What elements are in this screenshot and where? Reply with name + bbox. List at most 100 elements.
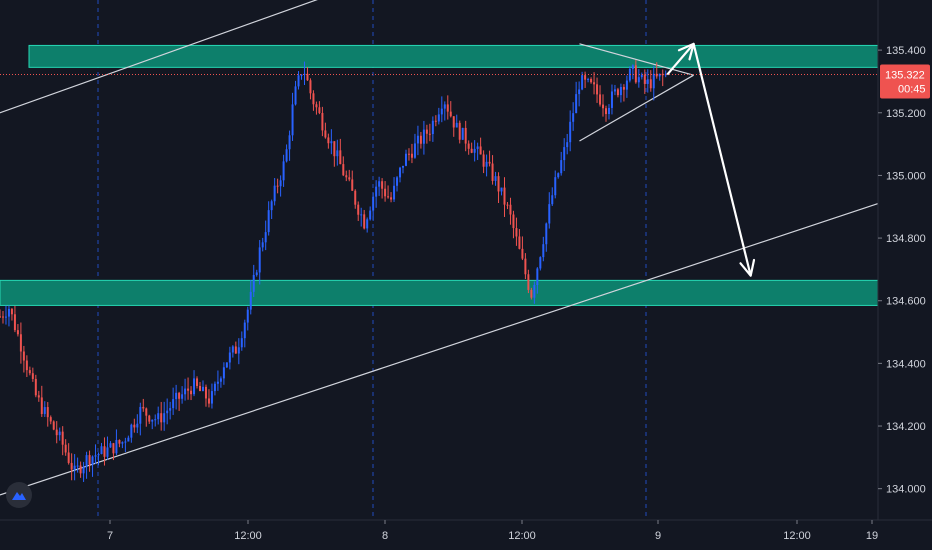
price-axis[interactable]: 135.400 135.200 135.000 134.800 134.600 134.4… [877, 0, 932, 550]
candle-body [578, 89, 581, 95]
candle-body [425, 129, 428, 134]
candle-body [67, 452, 70, 463]
candle-body [55, 429, 58, 436]
candle-body [103, 446, 106, 457]
candle-body [649, 79, 652, 89]
candle-body [157, 413, 160, 420]
candle-body [494, 176, 497, 181]
candle-body [369, 210, 372, 220]
current-price-badge [880, 64, 930, 99]
projection-arrowhead-down [739, 258, 756, 277]
trend-lines [0, 0, 879, 496]
candle-body [16, 330, 19, 335]
candle-body [622, 87, 625, 90]
candle-body [109, 443, 112, 448]
candle-body [315, 104, 318, 108]
candle-body [390, 197, 393, 200]
candle-body [563, 147, 566, 161]
candle-body [646, 79, 649, 84]
candle-body [49, 417, 52, 422]
candle-body [1, 316, 4, 318]
candle-body [184, 388, 187, 395]
time-tick-label: 9 [655, 530, 661, 542]
candle-body [581, 75, 584, 90]
candle-body [664, 74, 667, 76]
candle-body [476, 146, 479, 149]
candle-body [402, 165, 405, 168]
time-axis-background [0, 520, 932, 550]
candle-body [643, 74, 646, 84]
candle-body [542, 244, 545, 258]
candle-body [22, 351, 25, 361]
candle-body [536, 268, 539, 286]
candle-body [0, 316, 1, 318]
candle-body [631, 65, 634, 69]
candle-body [249, 291, 252, 310]
candle-body [7, 308, 10, 317]
candle-body [566, 142, 569, 148]
tradingview-logo-icon[interactable] [6, 482, 32, 508]
candle-body [228, 352, 231, 363]
candle-body [551, 195, 554, 205]
logo-shape [12, 492, 26, 500]
candle-body [590, 78, 593, 83]
candle-body [82, 466, 85, 474]
candle-body [628, 68, 631, 81]
candle-body [410, 153, 413, 158]
candle-body [10, 308, 13, 315]
candle-body [91, 456, 94, 465]
candle-body [252, 274, 255, 292]
candle-body [73, 465, 76, 470]
candle-body [219, 378, 222, 382]
candle-body [142, 406, 145, 409]
candle-body [464, 127, 467, 144]
candle-body [324, 130, 327, 138]
candle-body [258, 247, 261, 273]
candle-body [148, 415, 151, 422]
candle-body [545, 223, 548, 245]
candle-body [479, 146, 482, 155]
candle-body [399, 167, 402, 178]
candle-body [118, 439, 121, 444]
candle-body [139, 406, 142, 424]
candle-body [234, 346, 237, 354]
candle-body [596, 84, 599, 95]
price-tick-label: 135.400 [886, 45, 926, 57]
candle-body [434, 120, 437, 122]
candle-body [213, 383, 216, 392]
candle-body [661, 73, 664, 76]
candle-body [79, 465, 82, 474]
candle-body [557, 173, 560, 178]
candle-body [634, 65, 637, 83]
candle-body [58, 431, 61, 436]
candle-body [607, 107, 610, 115]
candle-body [593, 82, 596, 85]
time-tick-label: 12:00 [783, 530, 811, 542]
candle-body [163, 413, 166, 423]
candle-body [31, 373, 34, 379]
candle-body [291, 104, 294, 136]
candle-body [530, 289, 533, 298]
time-axis[interactable]: 7 12:00 8 12:00 9 12:00 19 [0, 519, 932, 550]
candle-body [449, 111, 452, 117]
candle-body [261, 242, 264, 248]
candle-body [187, 388, 190, 391]
candle-body [300, 74, 303, 76]
candle-body [210, 391, 213, 404]
time-tick-label: 7 [107, 530, 113, 542]
candle-body [491, 163, 494, 181]
candle-body [640, 74, 643, 78]
candle-body [222, 367, 225, 379]
candle-body [285, 149, 288, 162]
candle-body [181, 394, 184, 399]
candle-body [240, 338, 243, 348]
candle-body [482, 154, 485, 167]
candle-body [279, 180, 282, 187]
candle-body [515, 228, 518, 237]
channel-upper-line [0, 0, 318, 114]
time-tick-label: 12:00 [508, 530, 536, 542]
candle-body [539, 257, 542, 269]
candles [0, 60, 667, 482]
candle-body [282, 161, 285, 181]
